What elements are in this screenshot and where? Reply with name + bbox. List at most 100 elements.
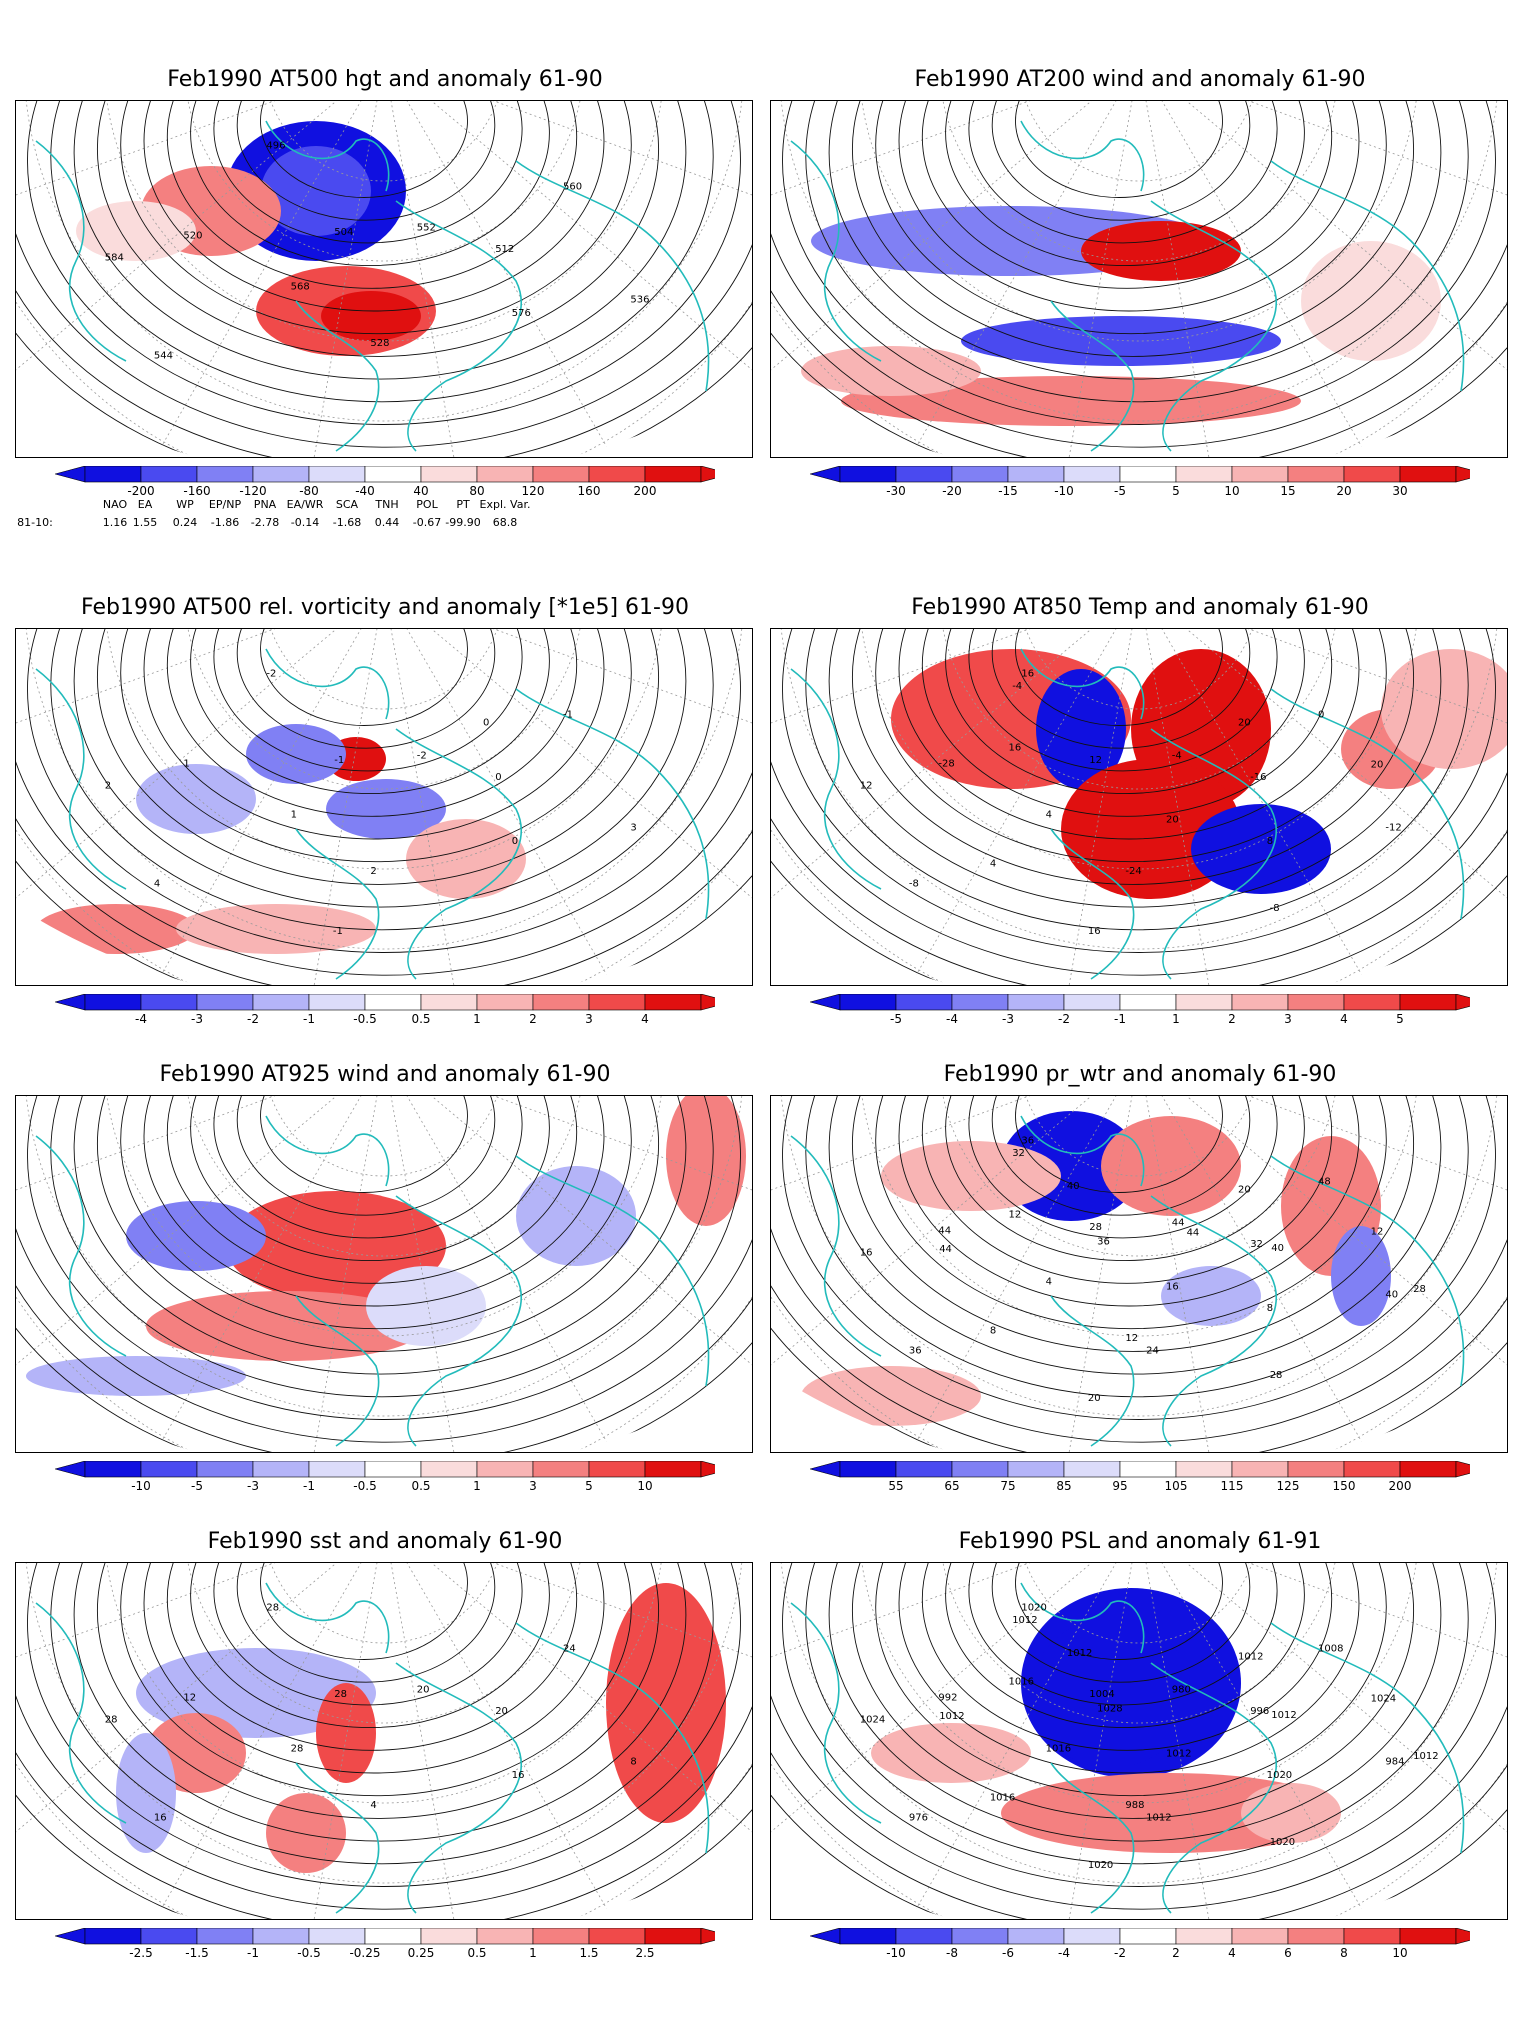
index-header: TNH [375,498,399,511]
index-value: -1.68 [332,516,362,529]
colorbar-arrow-right [1455,1928,1470,1945]
contour-line [945,629,1305,795]
colorbar-graphic [810,466,1470,483]
contour-label: 1 [183,758,189,769]
coastline [1020,648,1145,720]
map-canvas [16,1096,752,1452]
coastline [265,120,390,192]
latitude-circle [270,629,498,710]
contour-label: 1016 [1009,1677,1034,1688]
contour-label: 28 [1270,1370,1283,1381]
contour-label: 28 [105,1715,118,1726]
coastlines [790,1115,1465,1447]
anomaly-blob [1101,1116,1241,1216]
contour-label: 1012 [1012,1615,1037,1626]
map-canvas: 496 504 512 520 528 536 544 552 560 568 576 584 [16,101,752,457]
contour-lines [16,1096,752,1452]
coastlines [35,120,710,452]
colorbar-segment [308,1928,366,1945]
latitude-circle [780,1563,1498,1884]
colorbar: -4 -3 -2 -1 -0.5 0.5 1 2 3 4 [55,994,715,1064]
colorbar-tick-label: -20 [942,484,962,498]
contour-line [991,629,1251,749]
contour-line [782,629,1496,953]
panel-sst: Feb1990 sst and anomaly 61-90 28 28 20 12 4 8… [15,1522,755,2032]
contour-label: 568 [291,281,310,292]
coastline [515,688,710,920]
anomaly-blob [516,1166,636,1266]
colorbar-segment [420,1461,478,1478]
contour-line [120,1096,632,1330]
anomaly-blob [146,1291,426,1361]
contour-line [190,101,550,267]
anomaly-blob [1161,1266,1261,1326]
contour-label: 576 [512,308,531,319]
colorbar: -30 -20 -15 -10 -5 5 10 15 20 30 [810,466,1470,536]
latitude-circle [270,1096,498,1177]
contour-label: 512 [495,244,514,255]
coastline [265,648,390,720]
contour-label: 20 [1088,1393,1101,1404]
colorbar-segment [644,1461,702,1478]
contour-label: 36 [1021,1135,1034,1146]
meridian [1068,629,1133,985]
contour-line [991,1563,1251,1683]
panel-title: Feb1990 PSL and anomaly 61-91 [958,1529,1322,1554]
contour-line [120,1563,632,1797]
panel-925wind: Feb1990 AT925 wind and anomaly 61-90 -10… [15,1055,755,1565]
contour-label: 1012 [1271,1710,1296,1721]
panel-200wind: Feb1990 AT200 wind and anomaly 61-90 -30… [770,60,1510,570]
contour-lines [16,629,752,985]
contour-line [782,101,1496,425]
contour-label: 1012 [1238,1652,1263,1663]
colorbar-segment [1287,466,1345,483]
colorbar-arrow-left [55,1928,86,1945]
contour-line [236,1096,496,1216]
colorbar-tick-label: -4 [946,1012,958,1026]
contour-label: 12 [1125,1333,1138,1344]
meridian [771,101,1092,371]
anomaly-blob [1301,241,1441,361]
anomaly-blob [1036,669,1126,789]
contour-line [50,1096,714,1398]
contour-label: 980 [1172,1684,1191,1695]
coastline [515,160,710,392]
coastline [1270,1622,1465,1854]
colorbar-tick-label: -3 [1002,1012,1014,1026]
coastline [1150,1195,1277,1447]
contour-label: 996 [1250,1706,1269,1717]
colorbar-tick-label: 55 [888,1479,904,1493]
contour-label: 8 [630,1756,636,1767]
contour-label: 28 [1413,1284,1426,1295]
contour-line [771,232,1507,448]
colorbar-tick-label: 105 [1164,1479,1188,1493]
latitude-circle [780,629,1498,950]
contour-label: 0 [1318,710,1324,721]
contour-label: 44 [1172,1217,1185,1228]
contour-label: 4 [1046,809,1052,820]
contour-line [945,101,1305,267]
contour-line [968,629,1278,772]
contour-line [166,1096,578,1284]
contour-line [805,629,1469,931]
contour-label: 28 [266,1602,279,1613]
panel-prwtr: Feb1990 pr_wtr and anomaly 61-90 36 28 32 4… [770,1055,1510,1565]
coastline [1050,1295,1135,1447]
colorbar-segment [1007,1928,1065,1945]
anomaly-shading [891,649,1507,899]
meridian [771,629,1092,899]
colorbar-tick-label: 80 [469,484,485,498]
colorbar-segment [1287,1928,1345,1945]
contour-label: 1012 [1146,1812,1171,1823]
contour-label: 0 [483,718,489,729]
contour-line [898,1563,1360,1774]
meridian [406,101,614,457]
colorbar-tick-label: -3 [247,1479,259,1493]
contour-label: 8 [1267,836,1273,847]
contour-label: 20 [1166,815,1179,826]
contour-line [16,1694,752,1910]
colorbar-segment [532,1461,590,1478]
colorbar-segment [1063,466,1121,483]
contour-label: 12 [1371,1227,1384,1238]
contour-label: 3 [630,822,636,833]
